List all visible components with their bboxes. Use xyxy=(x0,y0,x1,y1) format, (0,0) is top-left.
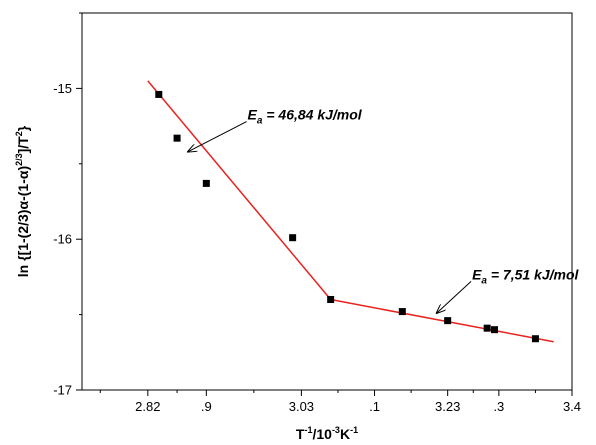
data-point xyxy=(289,234,297,242)
annotation-value: = 7,51 kJ/mol xyxy=(487,266,580,282)
data-point xyxy=(483,324,491,332)
x-axis-title: T-1/10-3K-1 xyxy=(296,425,358,442)
annotation-sub: a xyxy=(481,275,487,286)
annotation-sub: a xyxy=(257,116,263,127)
y-axis-title: ln {[1-(2/3)α-(1-α)2/3]/T2} xyxy=(14,125,31,277)
data-point xyxy=(490,326,498,334)
annotation-arrow xyxy=(437,281,472,313)
x-tick-label: .3 xyxy=(493,399,504,414)
annotation-arrow xyxy=(188,121,247,152)
fit-line xyxy=(147,80,332,301)
y-axis-ticks: -15 -16 -17 xyxy=(53,12,82,398)
y-tick-label: -15 xyxy=(53,81,72,96)
annotation-e: E xyxy=(248,107,258,123)
data-point xyxy=(398,308,406,316)
x-tick-label: 3.4 xyxy=(563,399,581,414)
x-tick-label: 3.03 xyxy=(289,399,314,414)
plot-frame xyxy=(81,12,573,391)
data-points xyxy=(155,90,539,343)
y-tick-label: -16 xyxy=(53,232,72,247)
data-point xyxy=(155,90,163,98)
data-point xyxy=(327,296,335,304)
data-point xyxy=(202,179,210,187)
annotation-e: E xyxy=(472,266,482,282)
x-tick-label: 3.23 xyxy=(435,399,460,414)
data-point xyxy=(444,317,452,325)
x-axis-ticks: 2.82 .9 3.03 .1 3.23 .3 3.4 xyxy=(99,390,581,414)
y-tick-label: -17 xyxy=(53,383,72,398)
fit-line xyxy=(330,298,554,343)
x-tick-label: 2.82 xyxy=(135,399,160,414)
data-point xyxy=(531,335,539,343)
annotation-value: = 46,84 kJ/mol xyxy=(262,107,362,123)
annotation-label: Ea = 7,51 kJ/mol xyxy=(472,266,579,286)
fit-lines xyxy=(147,80,554,343)
x-tick-label: .1 xyxy=(369,399,380,414)
data-point xyxy=(173,134,181,142)
x-tick-label: .9 xyxy=(201,399,212,414)
annotation-label: Ea = 46,84 kJ/mol xyxy=(248,107,363,127)
